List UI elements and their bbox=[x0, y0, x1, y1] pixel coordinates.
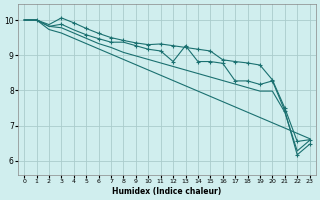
X-axis label: Humidex (Indice chaleur): Humidex (Indice chaleur) bbox=[112, 187, 221, 196]
